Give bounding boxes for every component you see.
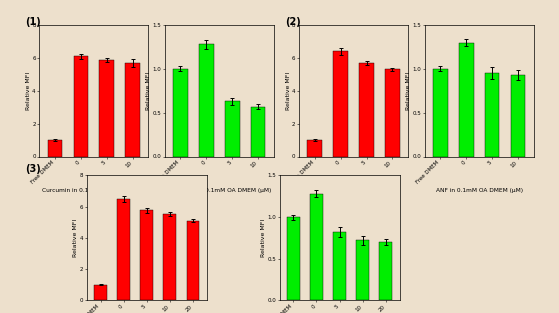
Bar [380, 242, 392, 300]
Y-axis label: Relative MFI: Relative MFI [286, 72, 291, 110]
X-axis label: Curcumin in 0.1mM OA DMEM (μM): Curcumin in 0.1mM OA DMEM (μM) [42, 188, 145, 193]
Bar [307, 140, 322, 156]
Text: (1): (1) [25, 17, 41, 27]
Y-axis label: Relative MFI: Relative MFI [406, 72, 411, 110]
Y-axis label: Relative MFI: Relative MFI [146, 72, 151, 110]
Bar [187, 221, 200, 300]
Y-axis label: Relative MFI: Relative MFI [73, 219, 78, 257]
Bar [48, 140, 62, 156]
X-axis label: ANF in 0.1mM OA DMEM (μM): ANF in 0.1mM OA DMEM (μM) [310, 188, 397, 193]
Bar [100, 60, 113, 156]
Bar [173, 69, 188, 156]
Bar [334, 51, 348, 156]
Text: (3): (3) [25, 164, 41, 174]
Bar [359, 63, 373, 156]
Bar [485, 73, 499, 156]
Text: (2): (2) [285, 17, 301, 27]
Bar [125, 63, 140, 156]
Bar [333, 232, 346, 300]
Bar [200, 44, 214, 156]
Bar [385, 69, 400, 156]
Bar [225, 101, 239, 156]
Bar [433, 69, 448, 156]
Bar [140, 211, 153, 300]
X-axis label: ANF in 0.1mM OA DMEM (μM): ANF in 0.1mM OA DMEM (μM) [436, 188, 523, 193]
Bar [251, 106, 266, 156]
X-axis label: Curcumin in 0.1mM OA DMEM (μM): Curcumin in 0.1mM OA DMEM (μM) [168, 188, 271, 193]
Y-axis label: Relative MFI: Relative MFI [26, 72, 31, 110]
Bar [163, 213, 176, 300]
Bar [356, 240, 369, 300]
Bar [511, 75, 525, 156]
Bar [94, 285, 107, 300]
Bar [459, 43, 473, 156]
Bar [117, 199, 130, 300]
Bar [74, 56, 88, 156]
Bar [310, 194, 323, 300]
Y-axis label: Relative MFI: Relative MFI [261, 219, 266, 257]
Bar [287, 217, 300, 300]
